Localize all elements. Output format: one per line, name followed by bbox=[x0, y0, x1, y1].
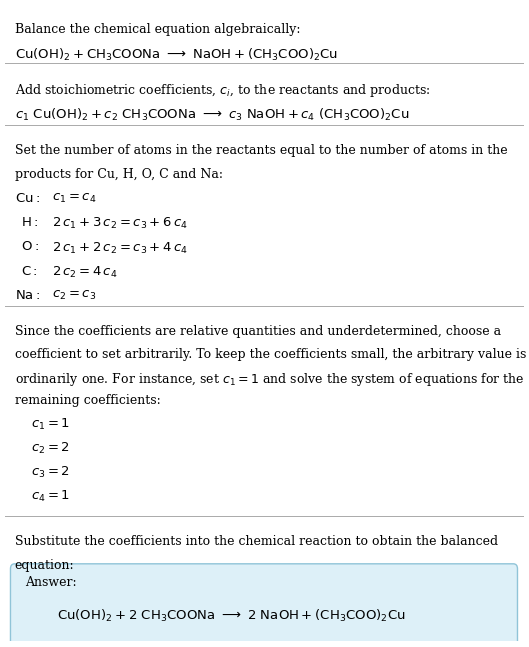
Text: $c_2 = c_3$: $c_2 = c_3$ bbox=[52, 289, 96, 302]
Text: products for Cu, H, O, C and Na:: products for Cu, H, O, C and Na: bbox=[15, 168, 223, 181]
Text: Balance the chemical equation algebraically:: Balance the chemical equation algebraica… bbox=[15, 23, 300, 36]
Text: $\mathrm{Na:}$: $\mathrm{Na:}$ bbox=[15, 289, 40, 302]
Text: coefficient to set arbitrarily. To keep the coefficients small, the arbitrary va: coefficient to set arbitrarily. To keep … bbox=[15, 348, 526, 361]
Text: $c_4 = 1$: $c_4 = 1$ bbox=[31, 489, 70, 504]
Text: $c_2 = 2$: $c_2 = 2$ bbox=[31, 441, 70, 456]
Text: $\mathrm{Cu:}$: $\mathrm{Cu:}$ bbox=[15, 192, 40, 205]
Text: $\mathrm{Cu(OH)_2 + CH_3COONa \ \longrightarrow \ NaOH + (CH_3COO)_2Cu}$: $\mathrm{Cu(OH)_2 + CH_3COONa \ \longrig… bbox=[15, 47, 338, 63]
Text: $2\,c_1 + 3\,c_2 = c_3 + 6\,c_4$: $2\,c_1 + 3\,c_2 = c_3 + 6\,c_4$ bbox=[52, 216, 188, 232]
Text: remaining coefficients:: remaining coefficients: bbox=[15, 394, 160, 407]
Text: $c_1 = c_4$: $c_1 = c_4$ bbox=[52, 192, 96, 205]
FancyBboxPatch shape bbox=[11, 564, 517, 647]
Text: $2\,c_2 = 4\,c_4$: $2\,c_2 = 4\,c_4$ bbox=[52, 265, 117, 280]
Text: $\mathrm{Cu(OH)_2 + 2\ CH_3COONa\ \longrightarrow\ 2\ NaOH + (CH_3COO)_2Cu}$: $\mathrm{Cu(OH)_2 + 2\ CH_3COONa\ \longr… bbox=[57, 608, 406, 624]
Text: ordinarily one. For instance, set $c_1 = 1$ and solve the system of equations fo: ordinarily one. For instance, set $c_1 =… bbox=[15, 371, 524, 388]
Text: $\mathrm{C:}$: $\mathrm{C:}$ bbox=[21, 265, 38, 278]
Text: $\mathrm{H:}$: $\mathrm{H:}$ bbox=[21, 216, 38, 229]
Text: equation:: equation: bbox=[15, 560, 74, 573]
Text: $c_3 = 2$: $c_3 = 2$ bbox=[31, 465, 70, 480]
Text: Add stoichiometric coefficients, $c_i$, to the reactants and products:: Add stoichiometric coefficients, $c_i$, … bbox=[15, 82, 430, 99]
Text: Answer:: Answer: bbox=[25, 576, 77, 589]
Text: $2\,c_1 + 2\,c_2 = c_3 + 4\,c_4$: $2\,c_1 + 2\,c_2 = c_3 + 4\,c_4$ bbox=[52, 241, 188, 256]
Text: Substitute the coefficients into the chemical reaction to obtain the balanced: Substitute the coefficients into the che… bbox=[15, 535, 498, 548]
Text: $\mathrm{O:}$: $\mathrm{O:}$ bbox=[21, 241, 39, 254]
Text: Set the number of atoms in the reactants equal to the number of atoms in the: Set the number of atoms in the reactants… bbox=[15, 144, 507, 157]
Text: $c_1 = 1$: $c_1 = 1$ bbox=[31, 417, 70, 432]
Text: Since the coefficients are relative quantities and underdetermined, choose a: Since the coefficients are relative quan… bbox=[15, 325, 501, 338]
Text: $c_1\ \mathrm{Cu(OH)_2} + c_2\ \mathrm{CH_3COONa}\ \longrightarrow\ c_3\ \mathrm: $c_1\ \mathrm{Cu(OH)_2} + c_2\ \mathrm{C… bbox=[15, 107, 409, 124]
